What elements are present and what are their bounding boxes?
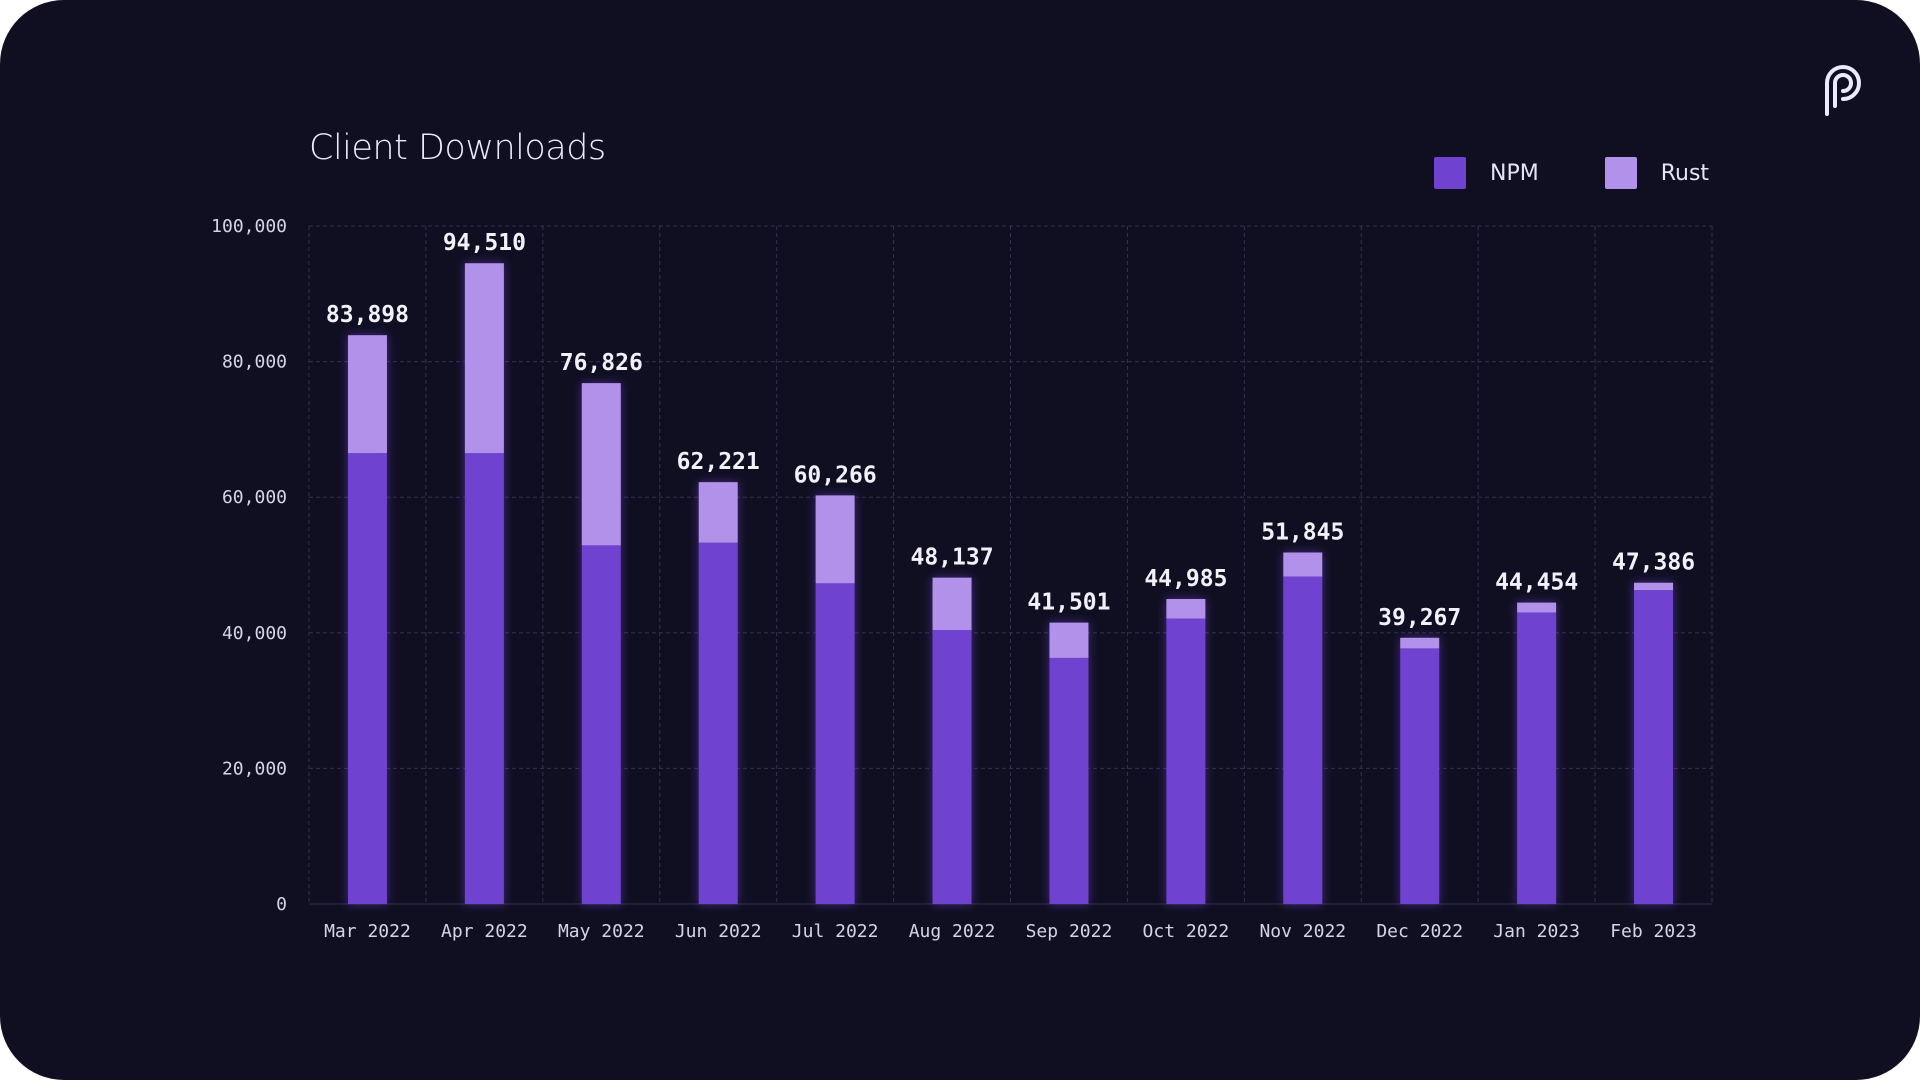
bar-total-label: 60,266 — [794, 462, 877, 488]
bar-npm — [347, 453, 387, 904]
x-tick-label: Feb 2023 — [1610, 921, 1697, 942]
y-tick-label: 0 — [276, 894, 287, 915]
bar-npm — [815, 583, 855, 904]
legend-item-rust: Rust — [1604, 157, 1710, 189]
bar-rust — [347, 335, 387, 454]
y-tick-label: 60,000 — [222, 487, 287, 508]
legend-item-npm: NPM — [1434, 157, 1539, 189]
x-tick-label: Jan 2023 — [1493, 921, 1580, 942]
y-tick-label: 100,000 — [211, 216, 287, 237]
bar-rust — [815, 495, 855, 584]
bar-rust — [1049, 622, 1089, 658]
bar-npm — [932, 630, 972, 904]
legend-label-rust: Rust — [1660, 160, 1710, 186]
bar-total-label: 62,221 — [677, 449, 760, 475]
bar-total-label: 76,826 — [560, 350, 643, 376]
bar-rust — [1283, 552, 1323, 577]
bar-npm — [1049, 657, 1089, 904]
x-tick-label: Sep 2022 — [1026, 921, 1113, 942]
bar-rust — [698, 482, 738, 543]
x-tick-label: Dec 2022 — [1376, 921, 1463, 942]
bar-rust — [1166, 599, 1206, 619]
bar-npm — [1166, 618, 1206, 904]
bar-npm — [1634, 590, 1674, 904]
y-tick-label: 20,000 — [222, 758, 287, 779]
bar-npm — [464, 453, 504, 904]
bar-npm — [1517, 612, 1557, 904]
bar-npm — [581, 545, 621, 904]
bar-rust — [932, 577, 972, 631]
bar-total-label: 39,267 — [1378, 605, 1461, 631]
bar-rust — [1400, 637, 1440, 649]
bar-total-label: 44,985 — [1144, 566, 1227, 592]
bar-npm — [1283, 576, 1323, 904]
bar-total-label: 44,454 — [1495, 570, 1578, 596]
legend: NPM Rust — [1434, 157, 1709, 189]
x-tick-label: May 2022 — [558, 921, 645, 942]
x-tick-label: Jun 2022 — [675, 921, 762, 942]
legend-swatch-rust — [1604, 157, 1637, 189]
bar-total-label: 94,510 — [443, 230, 526, 256]
bar-total-label: 48,137 — [910, 545, 993, 571]
bar-rust — [464, 263, 504, 454]
y-tick-label: 40,000 — [222, 623, 287, 644]
bar-rust — [1517, 602, 1557, 613]
legend-label-npm: NPM — [1490, 160, 1539, 186]
chart-title: Client Downloads — [309, 128, 606, 168]
x-tick-label: Apr 2022 — [441, 921, 528, 942]
x-tick-label: Nov 2022 — [1259, 921, 1346, 942]
x-tick-label: Jul 2022 — [792, 921, 879, 942]
bar-total-label: 47,386 — [1612, 550, 1695, 576]
y-tick-label: 80,000 — [222, 352, 287, 373]
bar-total-label: 83,898 — [326, 302, 409, 328]
legend-swatch-npm — [1434, 157, 1466, 189]
x-tick-label: Mar 2022 — [324, 921, 411, 942]
bar-total-label: 41,501 — [1027, 590, 1110, 616]
bar-rust — [1634, 582, 1674, 591]
x-tick-label: Oct 2022 — [1143, 921, 1230, 942]
bar-rust — [581, 383, 621, 546]
bar-npm — [698, 542, 738, 904]
bar-total-label: 51,845 — [1261, 519, 1344, 545]
bar-npm — [1400, 648, 1440, 904]
x-tick-label: Aug 2022 — [909, 921, 996, 942]
pyth-logo-icon — [1825, 65, 1861, 116]
